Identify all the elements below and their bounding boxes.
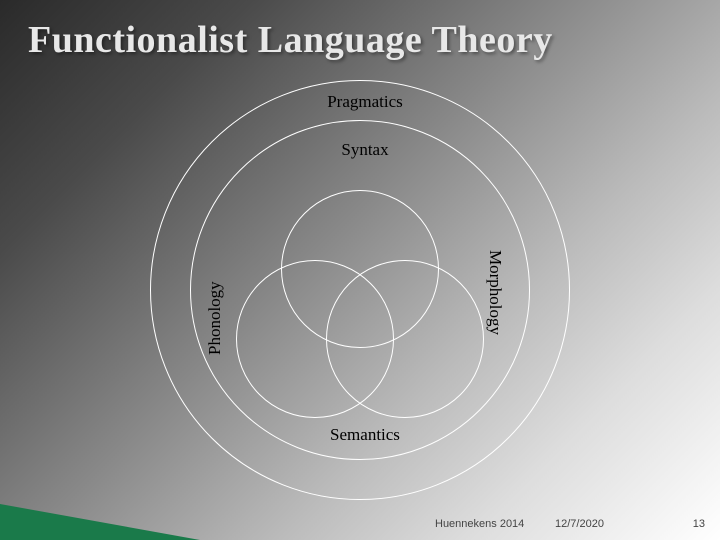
footer-page-number: 13 [693, 518, 705, 530]
venn-circle-right [326, 260, 484, 418]
label-syntax: Syntax [335, 140, 395, 160]
footer-date: 12/7/2020 [555, 518, 604, 530]
concentric-venn-diagram: Pragmatics Syntax Semantics Phonology Mo… [140, 80, 580, 500]
accent-triangle [0, 504, 200, 540]
page-title: Functionalist Language Theory [28, 18, 553, 62]
label-morphology: Morphology [485, 250, 505, 335]
label-semantics: Semantics [320, 425, 410, 445]
footer-author: Huennekens 2014 [435, 518, 524, 530]
label-pragmatics: Pragmatics [320, 92, 410, 112]
label-phonology: Phonology [205, 281, 225, 355]
